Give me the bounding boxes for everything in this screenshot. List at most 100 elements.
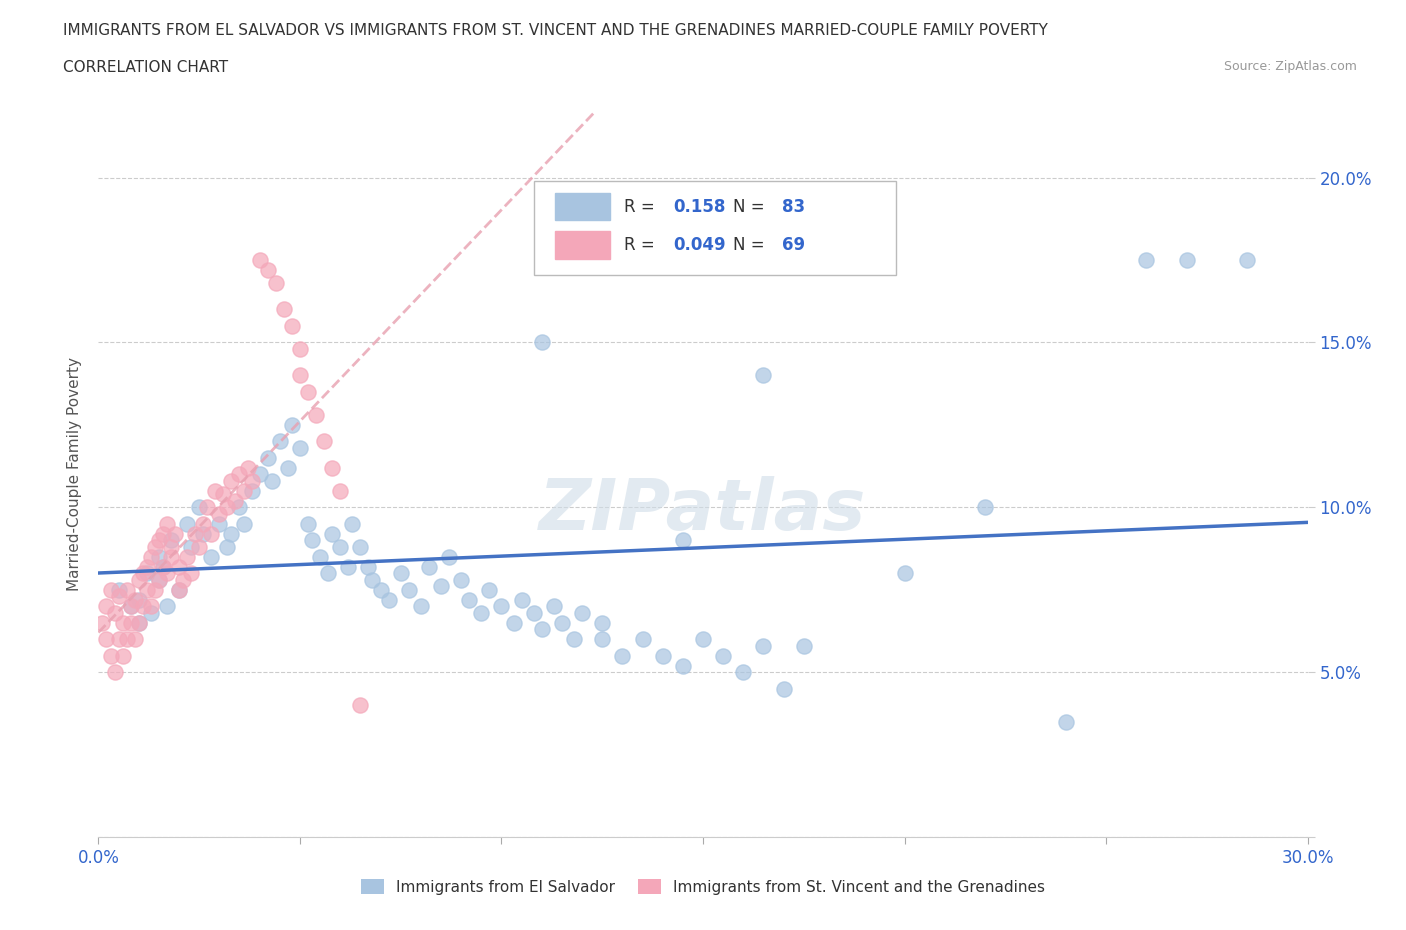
- Point: [100, 648, 122, 663]
- Point: [228, 467, 250, 482]
- Point: [893, 565, 915, 580]
- Point: [188, 499, 211, 514]
- Point: [228, 499, 250, 514]
- Point: [176, 516, 198, 531]
- Point: [571, 605, 593, 620]
- Point: [156, 599, 179, 614]
- Point: [195, 499, 218, 514]
- Point: [551, 616, 574, 631]
- Point: [281, 418, 304, 432]
- Point: [329, 539, 352, 554]
- Text: N =: N =: [734, 198, 770, 216]
- Point: [156, 565, 179, 580]
- Point: [562, 631, 585, 646]
- Point: [167, 582, 190, 597]
- Text: Source: ZipAtlas.com: Source: ZipAtlas.com: [1223, 60, 1357, 73]
- Point: [437, 550, 460, 565]
- Point: [288, 368, 311, 383]
- Point: [96, 599, 118, 614]
- Point: [148, 572, 170, 587]
- Point: [115, 582, 138, 597]
- Point: [240, 484, 263, 498]
- Point: [91, 616, 114, 631]
- Point: [135, 565, 157, 580]
- Point: [139, 550, 162, 565]
- Point: [148, 533, 170, 548]
- Point: [256, 450, 278, 465]
- Point: [160, 539, 183, 554]
- Point: [111, 648, 134, 663]
- Point: [260, 473, 283, 488]
- Point: [591, 616, 613, 631]
- Y-axis label: Married-Couple Family Poverty: Married-Couple Family Poverty: [67, 357, 83, 591]
- Text: CORRELATION CHART: CORRELATION CHART: [63, 60, 228, 75]
- Point: [128, 616, 150, 631]
- FancyBboxPatch shape: [534, 180, 897, 275]
- Point: [1135, 253, 1157, 268]
- Point: [180, 565, 202, 580]
- Point: [502, 616, 524, 631]
- Point: [139, 605, 162, 620]
- Point: [204, 484, 226, 498]
- Point: [491, 599, 513, 614]
- Point: [530, 622, 553, 637]
- Point: [672, 658, 695, 673]
- Point: [305, 407, 328, 422]
- Text: ZIPatlas: ZIPatlas: [540, 476, 866, 545]
- Point: [530, 335, 553, 350]
- Point: [349, 698, 371, 712]
- Point: [120, 599, 142, 614]
- Point: [321, 526, 343, 541]
- Text: R =: R =: [624, 198, 661, 216]
- Point: [256, 262, 278, 277]
- Point: [160, 533, 183, 548]
- Point: [692, 631, 714, 646]
- Point: [249, 253, 271, 268]
- Point: [188, 539, 211, 554]
- Point: [329, 484, 352, 498]
- Point: [612, 648, 634, 663]
- Point: [389, 565, 412, 580]
- Point: [152, 526, 174, 541]
- Point: [143, 582, 166, 597]
- Point: [316, 565, 339, 580]
- Point: [277, 460, 299, 475]
- Point: [793, 638, 815, 653]
- Point: [651, 648, 673, 663]
- Point: [193, 516, 215, 531]
- Text: R =: R =: [624, 236, 661, 254]
- Point: [111, 616, 134, 631]
- Point: [370, 582, 392, 597]
- Point: [132, 599, 155, 614]
- Point: [180, 539, 202, 554]
- Point: [281, 318, 304, 333]
- Text: 0.049: 0.049: [672, 236, 725, 254]
- Point: [128, 592, 150, 607]
- Point: [672, 533, 695, 548]
- Point: [212, 486, 235, 501]
- Point: [232, 484, 254, 498]
- Point: [752, 638, 775, 653]
- Point: [107, 582, 129, 597]
- Point: [208, 516, 231, 531]
- Point: [264, 275, 287, 290]
- Point: [139, 599, 162, 614]
- Point: [200, 550, 222, 565]
- Point: [711, 648, 734, 663]
- Point: [221, 473, 243, 488]
- Legend: Immigrants from El Salvador, Immigrants from St. Vincent and the Grenadines: Immigrants from El Salvador, Immigrants …: [361, 879, 1045, 895]
- Point: [217, 499, 239, 514]
- Point: [733, 665, 755, 680]
- Point: [200, 526, 222, 541]
- Point: [208, 507, 231, 522]
- Point: [249, 467, 271, 482]
- Point: [232, 516, 254, 531]
- Point: [128, 616, 150, 631]
- Point: [217, 539, 239, 554]
- Point: [273, 302, 295, 317]
- Point: [450, 572, 472, 587]
- Point: [297, 516, 319, 531]
- Point: [1236, 253, 1258, 268]
- Point: [288, 441, 311, 456]
- Point: [172, 572, 194, 587]
